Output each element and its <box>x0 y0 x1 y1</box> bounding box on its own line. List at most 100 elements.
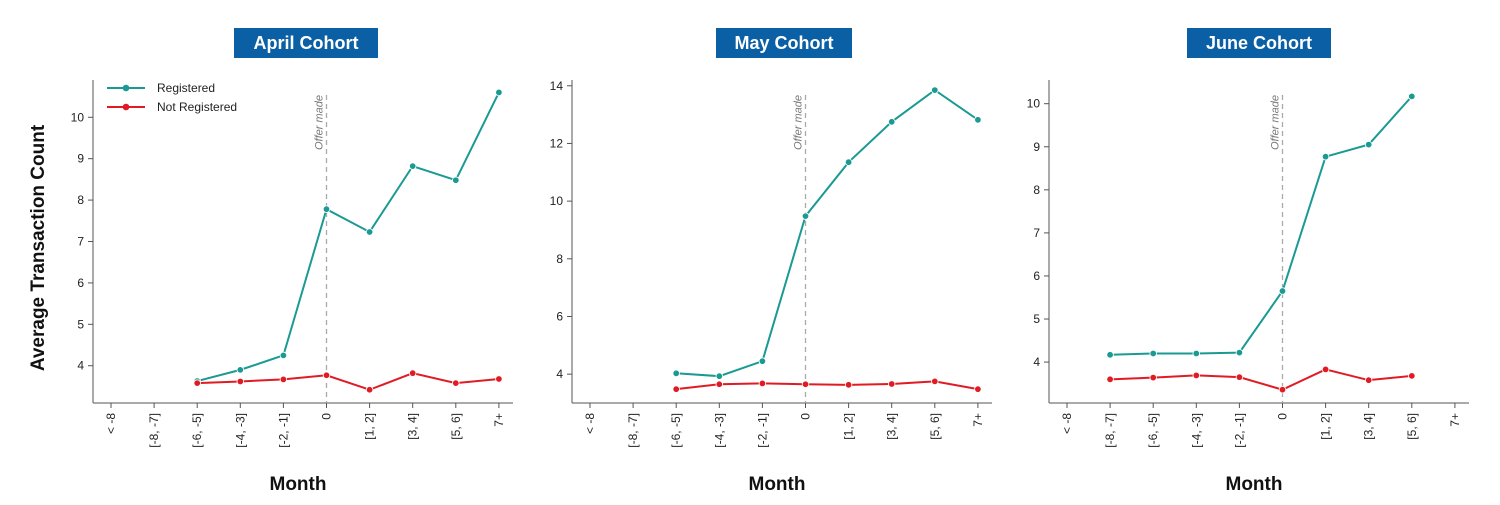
y-tick-label: 7 <box>1033 226 1040 240</box>
x-tick-label: [1, 2] <box>363 413 377 440</box>
x-axis-label: Month <box>749 474 806 495</box>
series-line-not-registered <box>676 380 979 391</box>
data-point-registered <box>495 88 503 97</box>
x-tick-label: 7+ <box>971 413 985 427</box>
chart-title-banner <box>234 28 378 58</box>
series-line-not-registered <box>197 372 499 391</box>
data-point-registered <box>1106 351 1114 359</box>
data-point-registered <box>931 86 939 94</box>
data-point-not-registered <box>452 379 460 387</box>
data-point-registered <box>758 357 767 365</box>
x-tick-label: 7+ <box>1448 413 1462 427</box>
chart-title-banner <box>716 28 852 58</box>
y-tick-label: 6 <box>77 276 84 290</box>
data-point-not-registered <box>888 380 896 388</box>
y-tick-label: 10 <box>71 110 85 124</box>
y-tick-label: 4 <box>77 359 84 373</box>
y-tick-label: 4 <box>1033 355 1040 369</box>
data-point-registered <box>365 228 374 236</box>
x-tick-label: [5, 6] <box>928 413 942 440</box>
offer-made-annotation: Offer made <box>1270 95 1282 150</box>
data-point-registered <box>1364 140 1373 149</box>
data-point-not-registered <box>1408 372 1416 380</box>
data-point-not-registered <box>758 379 767 388</box>
y-tick-label: 10 <box>1027 97 1041 111</box>
y-tick-label: 14 <box>550 79 564 93</box>
y-tick-label: 8 <box>77 193 84 207</box>
data-point-not-registered <box>1106 375 1114 384</box>
legend-label: Not Registered <box>157 100 237 114</box>
data-point-not-registered <box>801 380 810 388</box>
y-tick-label: 5 <box>77 317 84 331</box>
data-point-not-registered <box>193 379 201 387</box>
data-point-not-registered <box>1149 373 1157 382</box>
x-axis-label: Month <box>1226 474 1283 495</box>
series-line-not-registered <box>1110 368 1412 391</box>
x-tick-label: [-2, -1] <box>755 413 769 448</box>
y-tick-label: 8 <box>1033 183 1040 197</box>
y-tick-label: 4 <box>556 367 563 381</box>
data-point-registered <box>801 212 810 220</box>
x-tick-label: [5, 6] <box>1405 413 1419 440</box>
chart-panel-3: June Cohort 4 5 6 7 8 9 10 < -8 [-8, -7] [-6, -5] [… <box>1027 28 1469 495</box>
chart-panel-1: April Cohort 4 5 6 7 8 9 10 < -8 [-8, -7] [-6, -5]… <box>28 28 513 495</box>
x-tick-label: [3, 4] <box>1362 413 1376 440</box>
x-tick-label: [-6, -5] <box>1146 413 1160 448</box>
data-point-not-registered <box>715 380 723 388</box>
data-point-registered <box>322 205 331 213</box>
data-point-registered <box>452 176 460 184</box>
y-tick-label: 10 <box>550 194 564 208</box>
chart-title: April Cohort <box>254 33 359 53</box>
data-point-registered <box>236 366 244 374</box>
x-tick-label: 0 <box>320 413 334 420</box>
data-point-not-registered <box>672 385 680 393</box>
y-tick-label: 6 <box>556 309 563 323</box>
x-tick-label: [-6, -5] <box>669 413 683 448</box>
data-point-not-registered <box>365 386 374 394</box>
x-tick-label: [5, 6] <box>449 413 463 440</box>
legend: Registered Not Registered <box>107 81 237 114</box>
y-tick-label: 9 <box>77 152 84 166</box>
x-axis-label: Month <box>270 474 327 495</box>
x-tick-label: [3, 4] <box>885 413 899 440</box>
x-tick-label: < -8 <box>1060 413 1074 434</box>
x-tick-label: [1, 2] <box>842 413 856 440</box>
y-axis-label: Average Transaction Count <box>28 124 49 371</box>
x-tick-label: 0 <box>799 413 813 420</box>
data-point-not-registered <box>1364 376 1373 384</box>
y-tick-label: 12 <box>550 136 564 150</box>
x-tick-label: 0 <box>1276 413 1290 420</box>
data-point-not-registered <box>279 375 288 384</box>
legend-label: Registered <box>157 81 215 95</box>
data-point-not-registered <box>322 371 331 379</box>
data-point-registered <box>1235 348 1244 357</box>
data-point-registered <box>715 372 723 380</box>
x-tick-label: [-4, -3] <box>712 413 726 448</box>
data-point-not-registered <box>409 369 417 377</box>
chart-title-banner <box>1187 28 1331 58</box>
data-point-not-registered <box>1321 365 1330 374</box>
y-tick-label: 7 <box>77 235 84 249</box>
y-tick-label: 5 <box>1033 312 1040 326</box>
offer-made-annotation: Offer made <box>314 95 326 150</box>
data-point-not-registered <box>1278 385 1287 394</box>
x-tick-label: [3, 4] <box>406 413 420 440</box>
x-tick-label: < -8 <box>583 413 597 434</box>
data-point-not-registered <box>236 377 244 386</box>
data-point-not-registered <box>931 377 939 386</box>
data-point-registered <box>672 369 680 377</box>
data-point-registered <box>1321 152 1330 161</box>
data-point-registered <box>1278 287 1287 295</box>
chart-title: May Cohort <box>735 33 834 53</box>
x-tick-label: [-4, -3] <box>1189 413 1203 448</box>
data-point-not-registered <box>495 375 503 383</box>
x-tick-label: [1, 2] <box>1319 413 1333 440</box>
x-tick-label: [-8, -7] <box>147 413 161 448</box>
data-point-registered <box>1408 92 1416 101</box>
data-point-not-registered <box>1192 371 1200 380</box>
data-point-registered <box>1192 349 1200 358</box>
data-point-registered <box>844 158 853 166</box>
x-tick-label: [-2, -1] <box>276 413 290 448</box>
x-tick-label: < -8 <box>104 413 118 434</box>
